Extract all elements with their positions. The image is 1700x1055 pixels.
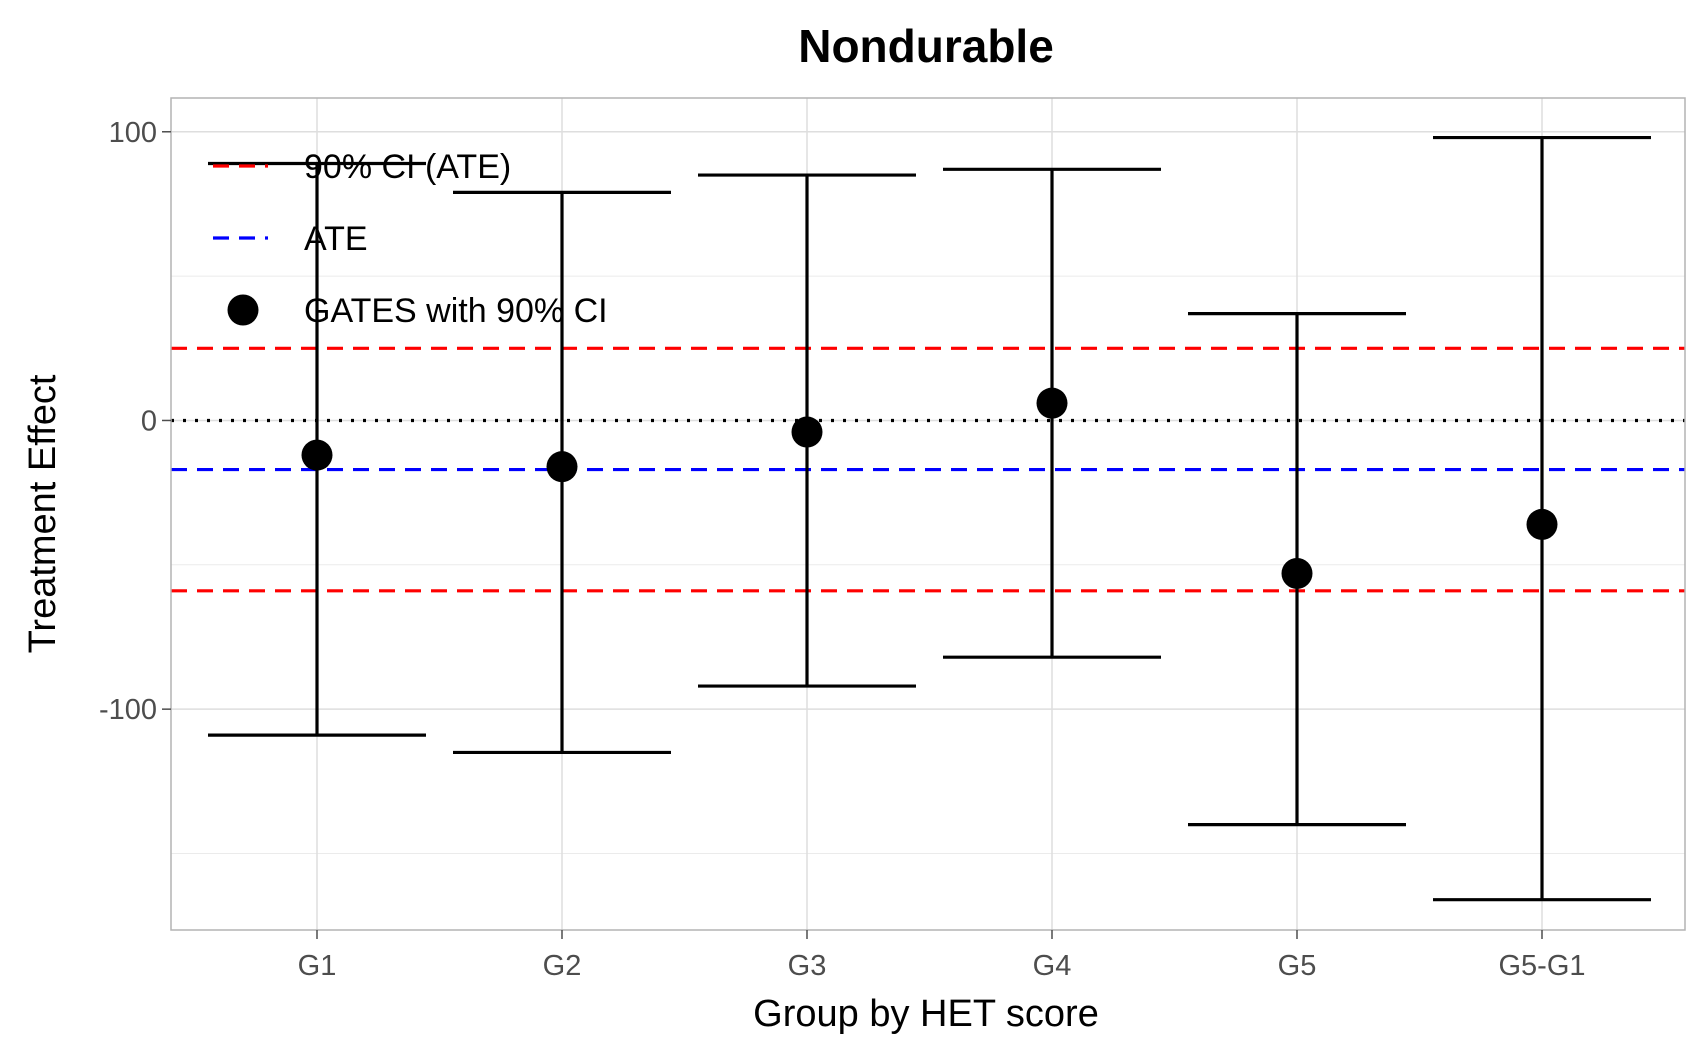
y-tick-label: 0 (141, 405, 157, 437)
x-axis: G1 G2 G3 G4 G5 G5-G1 (298, 930, 1586, 982)
legend-label: ATE (304, 220, 368, 258)
legend-label: 90% CI (ATE) (304, 148, 511, 186)
y-tick-label: -100 (99, 694, 157, 726)
x-axis-title: Group by HET score (753, 993, 1099, 1035)
reference-lines (171, 346, 1685, 593)
chart-title: Nondurable (798, 20, 1054, 72)
x-tick-label: G5-G1 (1498, 950, 1585, 982)
gates-point (791, 416, 823, 448)
gates-point (301, 439, 333, 471)
y-axis-title: Treatment Effect (22, 374, 64, 653)
y-axis: 100 0 -100 (99, 117, 171, 726)
gates-point (1281, 557, 1313, 589)
plot-panel-border (170, 97, 1686, 931)
gates-point (546, 451, 578, 483)
x-tick-label: G4 (1033, 950, 1072, 982)
x-tick-label: G5 (1278, 950, 1317, 982)
y-tick-label: 100 (109, 117, 157, 149)
marks (208, 135, 1651, 902)
legend-label: GATES with 90% CI (304, 292, 608, 330)
grid (171, 98, 1685, 930)
gates-point (1526, 508, 1558, 540)
legend: 90% CI (ATE) ATE GATES with 90% CI (213, 148, 608, 330)
x-tick-label: G3 (788, 950, 827, 982)
legend-key-dot (227, 294, 259, 326)
x-tick-label: G2 (543, 950, 582, 982)
gates-point (1036, 387, 1068, 419)
x-tick-label: G1 (298, 950, 337, 982)
